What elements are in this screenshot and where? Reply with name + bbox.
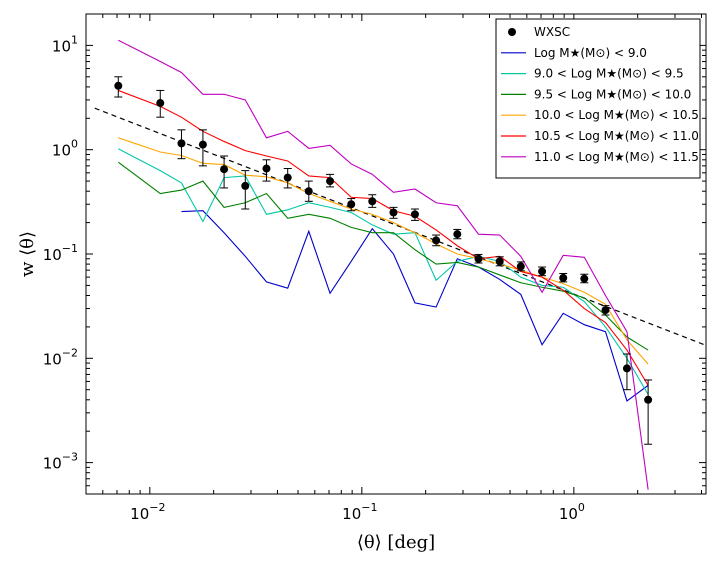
wxsc-point xyxy=(410,208,419,221)
wxsc-point xyxy=(262,159,271,182)
series-line-6 xyxy=(118,39,649,490)
wxsc-point xyxy=(474,253,483,264)
y-axis-label: w ⟨θ⟩ xyxy=(17,231,38,277)
data-layer xyxy=(94,39,706,490)
series-line-3 xyxy=(117,161,649,351)
wxsc-marker xyxy=(347,200,356,209)
wxsc-point xyxy=(644,379,653,445)
wxsc-marker xyxy=(580,274,589,283)
wxsc-marker xyxy=(389,208,398,217)
wxsc-point xyxy=(389,206,398,219)
legend-entry: WXSC xyxy=(508,25,570,39)
wxsc-point xyxy=(559,273,568,283)
wxsc-marker xyxy=(198,140,207,149)
x-axis-label: ⟨θ⟩ [deg] xyxy=(357,532,435,553)
wxsc-point xyxy=(198,129,207,167)
x-tick-label: 10−1 xyxy=(342,501,377,523)
legend-entry: 9.5 < Log M★(M⊙) < 10.0 xyxy=(501,87,691,101)
wxsc-point xyxy=(453,228,462,240)
legend-box xyxy=(495,18,701,179)
legend-label: 10.5 < Log M★(M⊙) < 11.0 xyxy=(534,129,699,143)
wxsc-point xyxy=(326,173,335,188)
wxsc-marker xyxy=(156,99,165,108)
y-tick-label: 10−1 xyxy=(43,242,78,264)
x-tick-label: 10−2 xyxy=(130,501,165,523)
wxsc-point xyxy=(538,266,547,277)
wxsc-point xyxy=(432,234,441,247)
legend-label: 9.0 < Log M★(M⊙) < 9.5 xyxy=(534,67,684,81)
wxsc-marker xyxy=(622,364,631,373)
wxsc-point xyxy=(495,256,504,267)
wxsc-marker xyxy=(432,236,441,245)
x-tick-label: 100 xyxy=(559,501,585,523)
wxsc-point xyxy=(347,198,356,212)
legend-label: 10.0 < Log M★(M⊙) < 10.5 xyxy=(534,108,699,122)
wxsc-marker xyxy=(559,273,568,282)
legend-marker xyxy=(508,28,516,36)
legend-label: WXSC xyxy=(534,25,570,39)
legend-label: 9.5 < Log M★(M⊙) < 10.0 xyxy=(534,87,691,101)
wxsc-point xyxy=(368,194,377,208)
wxsc-marker xyxy=(516,262,525,271)
wxsc-marker xyxy=(220,165,229,174)
wxsc-marker xyxy=(262,164,271,173)
wxsc-marker xyxy=(326,177,335,186)
legend-label: 11.0 < Log M★(M⊙) < 11.5 xyxy=(534,150,699,164)
wxsc-marker xyxy=(538,267,547,276)
wxsc-marker xyxy=(114,81,123,90)
power-law-fit-line xyxy=(94,107,706,346)
wxsc-marker xyxy=(177,139,186,148)
wxsc-point xyxy=(156,89,165,118)
wxsc-point xyxy=(516,261,525,272)
wxsc-point xyxy=(241,170,250,210)
legend: WXSC Log M★(M⊙) < 9.0 9.0 < Log M★(M⊙) < 9… xyxy=(495,18,701,179)
wxsc-point xyxy=(580,273,589,284)
wxsc-marker xyxy=(304,187,313,196)
wxsc-point xyxy=(114,76,123,98)
series-line-2 xyxy=(118,148,649,395)
wxsc-marker xyxy=(368,197,377,206)
wxsc-marker xyxy=(410,210,419,219)
wxsc-point xyxy=(304,180,313,202)
wxsc-marker xyxy=(644,395,653,404)
wxsc-point xyxy=(283,168,292,189)
legend-entry: 10.5 < Log M★(M⊙) < 11.0 xyxy=(501,129,699,143)
legend-entry: Log M★(M⊙) < 9.0 xyxy=(501,46,647,60)
wxsc-marker xyxy=(241,181,250,190)
wxsc-point xyxy=(601,305,610,316)
legend-entry: 11.0 < Log M★(M⊙) < 11.5 xyxy=(501,150,699,164)
legend-entry: 10.0 < Log M★(M⊙) < 10.5 xyxy=(501,108,699,122)
wxsc-marker xyxy=(601,306,610,315)
wxsc-marker xyxy=(453,230,462,239)
wxsc-marker xyxy=(495,257,504,266)
wxsc-marker xyxy=(474,254,483,263)
y-tick-label: 10−3 xyxy=(43,451,78,473)
y-tick-label: 10−2 xyxy=(43,346,78,368)
series-line-1 xyxy=(181,210,649,402)
wxsc-marker xyxy=(283,173,292,182)
y-tick-label: 100 xyxy=(52,138,78,160)
wxsc-point xyxy=(622,353,631,391)
wxsc-point xyxy=(220,155,229,189)
y-tick-label: 101 xyxy=(52,33,78,55)
legend-label: Log M★(M⊙) < 9.0 xyxy=(534,46,647,60)
legend-entry: 9.0 < Log M★(M⊙) < 9.5 xyxy=(501,67,684,81)
wxsc-point xyxy=(177,129,186,160)
